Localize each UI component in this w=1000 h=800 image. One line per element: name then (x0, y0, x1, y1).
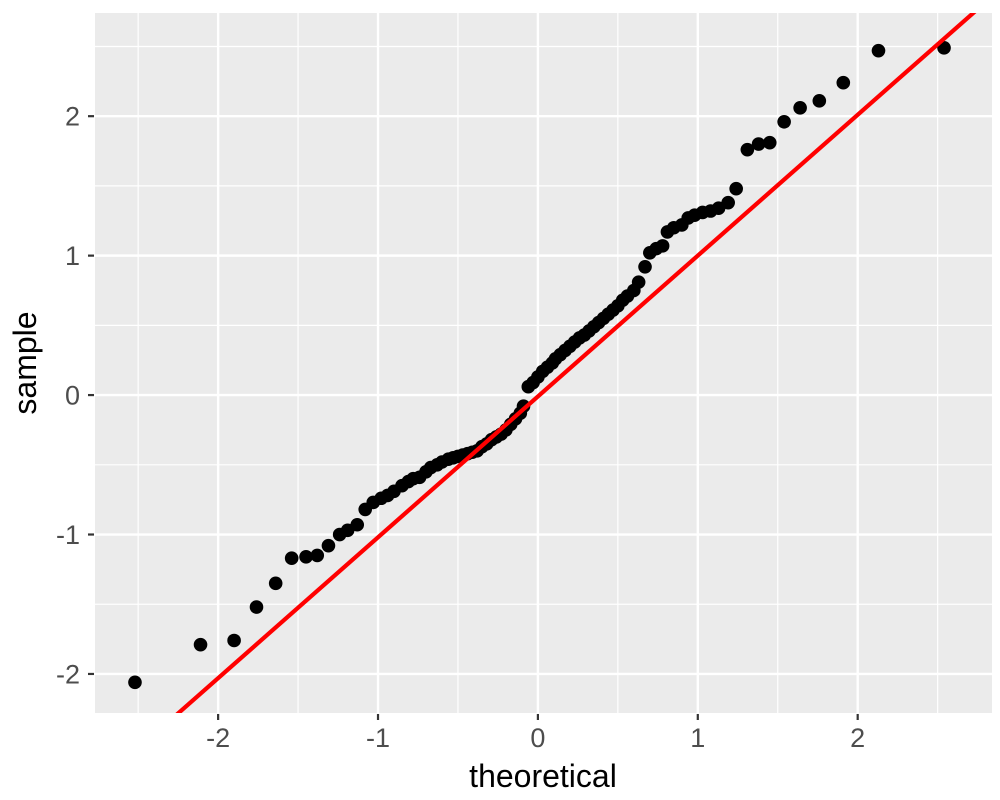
data-point (729, 181, 743, 196)
axis-tick-labels: -2 -1 0 1 2 -2 -1 0 1 2 (56, 102, 865, 753)
data-point (721, 195, 735, 210)
x-tick-label: 2 (850, 723, 865, 753)
y-tick-label: -2 (56, 659, 80, 689)
data-point (655, 239, 670, 253)
y-tick-label: 0 (65, 381, 80, 411)
x-tick-label: 0 (530, 723, 545, 753)
data-point (249, 600, 264, 614)
x-tick-label: 1 (690, 723, 705, 753)
data-point (740, 142, 755, 157)
data-point (128, 675, 142, 690)
y-tick-label: -1 (56, 520, 80, 550)
data-point (793, 101, 807, 115)
data-point (284, 551, 299, 566)
data-point (751, 137, 766, 151)
y-tick-label: 1 (65, 241, 80, 271)
data-point (762, 135, 777, 150)
data-point (871, 43, 886, 58)
data-points (128, 41, 951, 690)
data-point (321, 538, 336, 553)
data-point (193, 637, 208, 652)
data-point (777, 114, 791, 129)
data-point (638, 259, 652, 274)
x-tick-label: -2 (206, 723, 230, 753)
data-point (268, 576, 283, 591)
qq-reference-line (175, 13, 977, 713)
x-tick-label: -1 (366, 723, 390, 753)
data-point (299, 550, 313, 564)
data-point (227, 633, 241, 648)
gridlines-minor (95, 13, 992, 713)
axis-ticks (88, 115, 859, 720)
reference-line (175, 13, 977, 713)
data-point (631, 275, 646, 289)
data-point (812, 94, 827, 108)
data-point (350, 517, 365, 532)
y-tick-label: 2 (65, 102, 80, 132)
x-axis-title: theoretical (469, 758, 617, 794)
y-axis-title: sample (7, 311, 43, 414)
gridlines-major (95, 13, 992, 713)
data-point (310, 548, 325, 563)
data-point (836, 75, 851, 90)
